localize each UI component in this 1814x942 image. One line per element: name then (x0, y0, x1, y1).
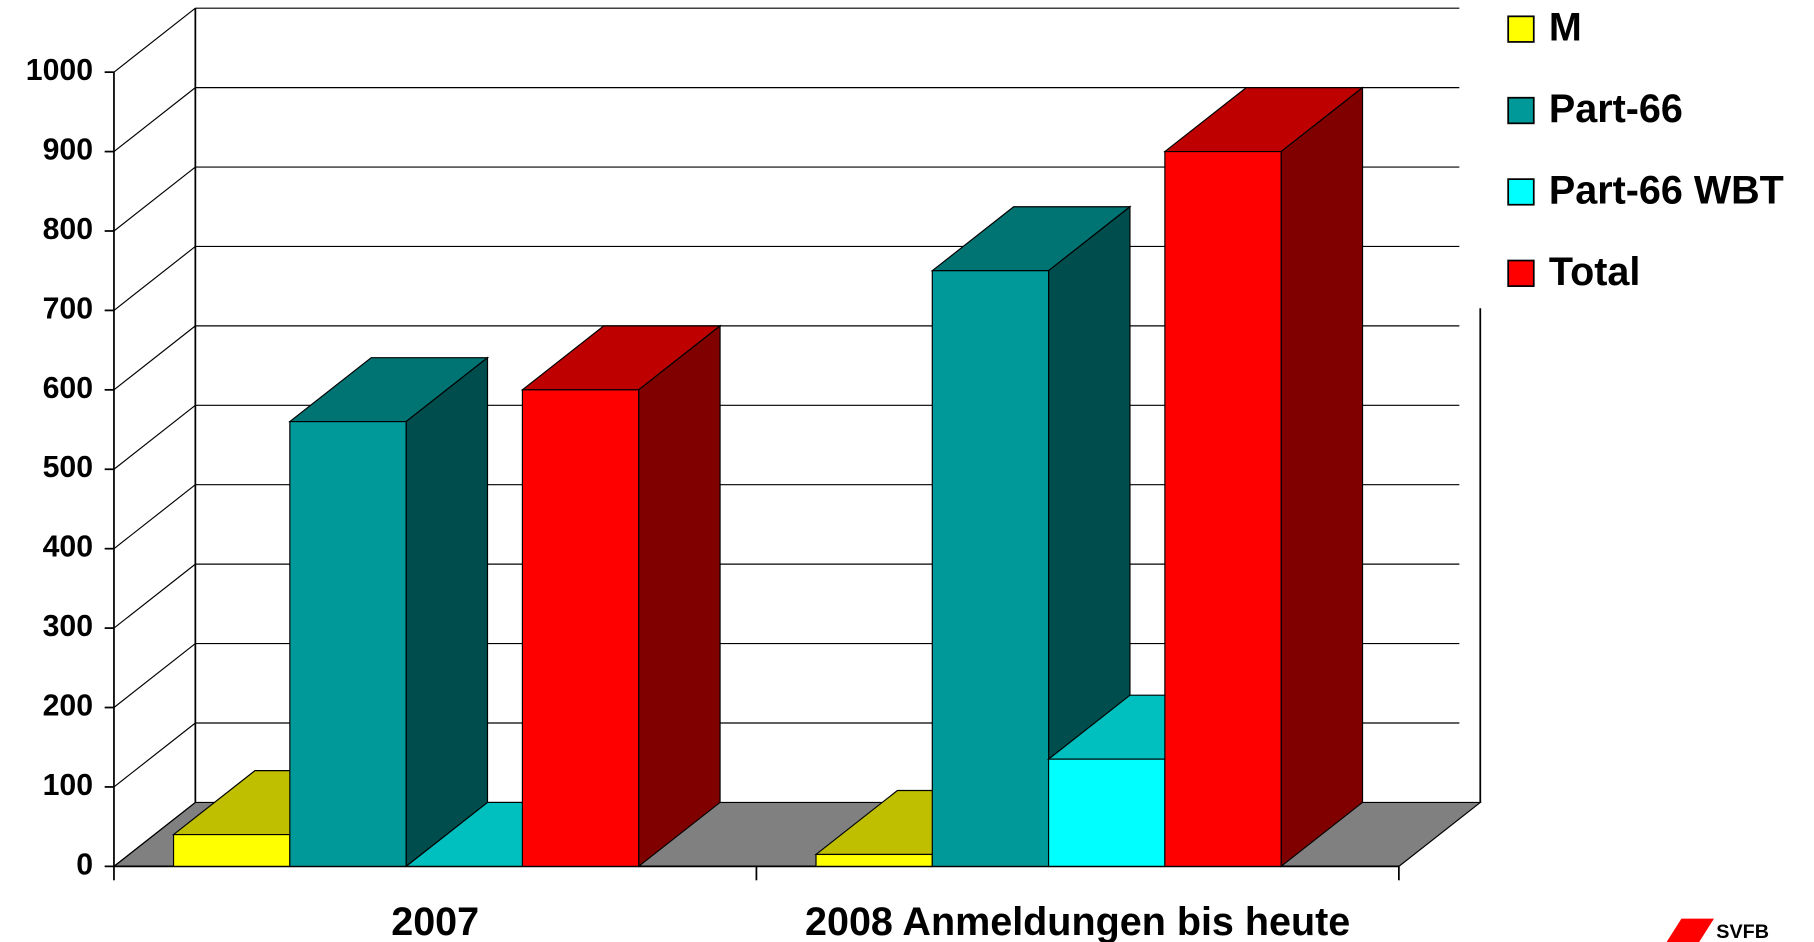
grid-line (113, 246, 196, 311)
y-tick-label: 600 (43, 372, 93, 405)
y-tick-label: 700 (43, 292, 93, 325)
legend-swatch (1507, 15, 1535, 43)
y-tick-label: 500 (43, 451, 93, 484)
x-tick-label: 2008 Anmeldungen bis heute (805, 900, 1350, 942)
bar (815, 853, 933, 867)
grid-line (113, 166, 196, 232)
grid-line (113, 404, 196, 470)
grid-line (113, 7, 196, 73)
bar (521, 389, 640, 867)
grid-line (113, 563, 196, 629)
y-tick-label: 0 (76, 848, 93, 881)
bar-side (405, 356, 489, 868)
y-tick-label: 200 (43, 690, 93, 723)
legend-label: Total (1549, 250, 1640, 294)
bar (1164, 150, 1282, 867)
legend-swatch (1507, 259, 1535, 287)
y-tick-label: 900 (43, 134, 93, 167)
grid-line (113, 87, 196, 153)
y-tick-label: 300 (43, 610, 93, 643)
logo-text: SVFB (1716, 921, 1769, 942)
x-tick-label: 2007 (391, 900, 479, 942)
grid-line (113, 643, 196, 708)
legend-label: Part-66 (1549, 87, 1683, 131)
bar-side (638, 324, 721, 868)
legend-swatch (1507, 178, 1535, 206)
grid-line (113, 325, 196, 391)
bar (289, 421, 407, 867)
legend-label: M (1549, 6, 1582, 50)
bar (172, 834, 291, 867)
y-tick-label: 1000 (26, 54, 93, 87)
y-tick-label: 400 (43, 531, 93, 564)
bar-side (1280, 86, 1364, 868)
grid-line (113, 484, 196, 550)
legend-swatch (1507, 96, 1535, 125)
grid-line (113, 722, 196, 788)
grid-line (113, 801, 196, 867)
y-tick-label: 800 (43, 213, 93, 246)
legend-label: Part-66 WBT (1549, 169, 1784, 213)
y-tick-label: 100 (43, 769, 93, 802)
logo-mark (1666, 918, 1714, 942)
bar (931, 270, 1050, 867)
bar (1047, 758, 1166, 867)
